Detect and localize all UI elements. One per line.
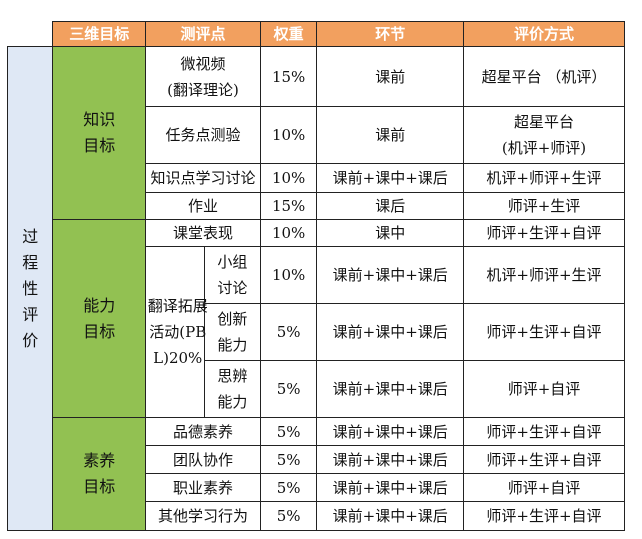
method-cell: 师评+生评+自评 xyxy=(462,417,626,446)
ability-label-text: 能力目标 xyxy=(83,295,116,341)
literacy-label-text: 素养目标 xyxy=(83,451,116,496)
stage-cell: 课前+课中+课后 xyxy=(316,445,464,474)
stage-cell: 课前+课中+课后 xyxy=(316,417,464,446)
table-row: 其他学习行为 5% 课前+课中+课后 师评+生评+自评 xyxy=(8,501,626,531)
weight-cell: 5% xyxy=(259,417,318,446)
method-cell: 超星平台 （机评） xyxy=(462,46,626,107)
stage-cell: 课前+课中+课后 xyxy=(316,360,464,418)
header-stage: 环节 xyxy=(316,21,464,47)
point-cell: 职业素养 xyxy=(145,473,261,502)
header-blank xyxy=(7,21,54,47)
weight-cell: 10% xyxy=(259,246,318,304)
point-cell: 小组讨论 xyxy=(204,246,261,304)
weight-cell: 10% xyxy=(259,219,318,247)
process-eval-label: 过程性评价 xyxy=(6,46,54,531)
table-row: 过程性评价 知识目标 微视频 (翻译理论) 15% 课前 超星平台 （机评） xyxy=(6,46,626,531)
stage-cell: 课前+课中+课后 xyxy=(316,501,464,531)
point-cell: 课堂表现 xyxy=(145,219,261,247)
method-cell: 超星平台 (机评+师评) xyxy=(462,106,626,164)
literacy-label: 素养目标 xyxy=(52,417,147,531)
header-weight: 权重 xyxy=(259,21,318,47)
point-cell: 思辨能力 xyxy=(204,360,261,418)
method-cell: 师评+自评 xyxy=(462,360,626,418)
stage-cell: 课前+课中+课后 xyxy=(316,163,464,193)
point-cell: 作业 xyxy=(145,192,261,220)
evaluation-table: 三维目标 测评点 权重 环节 评价方式 过程性评价 知识目标 微视频 (翻译理论… xyxy=(6,21,626,531)
header-row: 三维目标 测评点 权重 环节 评价方式 xyxy=(7,21,626,47)
table-row: 职业素养 5% 课前+课中+课后 师评+自评 xyxy=(8,473,626,502)
point-text: 思辨能力 xyxy=(217,367,248,411)
header-point: 测评点 xyxy=(145,21,261,47)
weight-cell: 10% xyxy=(259,163,318,193)
point-cell: 创新能力 xyxy=(204,303,261,361)
pbl-label-text: 翻译拓展活动(PBL)20% xyxy=(147,297,208,367)
method-cell: 师评+生评+自评 xyxy=(462,501,626,531)
weight-cell: 15% xyxy=(259,192,318,220)
stage-cell: 课前+课中+课后 xyxy=(316,303,464,361)
table-row: 任务点测验 10% 课前 超星平台 (机评+师评) xyxy=(8,106,626,164)
knowledge-label: 知识目标 xyxy=(52,46,147,220)
point-cell: 其他学习行为 xyxy=(145,501,261,531)
method-cell: 师评+自评 xyxy=(462,473,626,502)
stage-cell: 课后 xyxy=(316,192,464,220)
point-cell: 任务点测验 xyxy=(145,106,261,164)
table-row: 能力目标 课堂表现 10% 课中 师评+生评+自评 xyxy=(8,219,626,418)
point-cell: 微视频 (翻译理论) xyxy=(145,46,261,107)
ability-label: 能力目标 xyxy=(52,219,147,418)
weight-cell: 10% xyxy=(259,106,318,164)
header-goal: 三维目标 xyxy=(52,21,147,47)
knowledge-label-text: 知识目标 xyxy=(83,110,116,155)
method-cell: 师评+生评 xyxy=(462,192,626,220)
table-row: 团队协作 5% 课前+课中+课后 师评+生评+自评 xyxy=(8,445,626,474)
header-method: 评价方式 xyxy=(462,21,626,47)
weight-cell: 5% xyxy=(259,303,318,361)
point-cell: 团队协作 xyxy=(145,445,261,474)
point-text: 小组讨论 xyxy=(217,253,248,297)
weight-cell: 5% xyxy=(259,360,318,418)
method-cell: 师评+生评+自评 xyxy=(462,303,626,361)
stage-cell: 课前 xyxy=(316,106,464,164)
method-cell: 师评+生评+自评 xyxy=(462,445,626,474)
weight-cell: 5% xyxy=(259,501,318,531)
table-row: 思辨能力 5% 课前+课中+课后 师评+自评 xyxy=(8,360,626,418)
table-row: 知识点学习讨论 10% 课前+课中+课后 机评+师评+生评 xyxy=(8,163,626,193)
weight-cell: 5% xyxy=(259,473,318,502)
method-cell: 机评+师评+生评 xyxy=(462,163,626,193)
stage-cell: 课前+课中+课后 xyxy=(316,246,464,304)
method-cell: 机评+师评+生评 xyxy=(462,246,626,304)
weight-cell: 5% xyxy=(259,445,318,474)
point-text: 创新能力 xyxy=(217,310,248,354)
stage-cell: 课中 xyxy=(316,219,464,247)
point-cell: 品德素养 xyxy=(145,417,261,446)
method-cell: 师评+生评+自评 xyxy=(462,219,626,247)
point-cell: 知识点学习讨论 xyxy=(145,163,261,193)
stage-cell: 课前 xyxy=(316,46,464,107)
table-row: 素养目标 品德素养 5% 课前+课中+课后 师评+生评+自评 xyxy=(8,417,626,531)
side-label-text: 过程性评价 xyxy=(22,226,39,350)
stage-cell: 课前+课中+课后 xyxy=(316,473,464,502)
pbl-label: 翻译拓展活动(PBL)20% xyxy=(145,246,208,418)
weight-cell: 15% xyxy=(259,46,318,107)
